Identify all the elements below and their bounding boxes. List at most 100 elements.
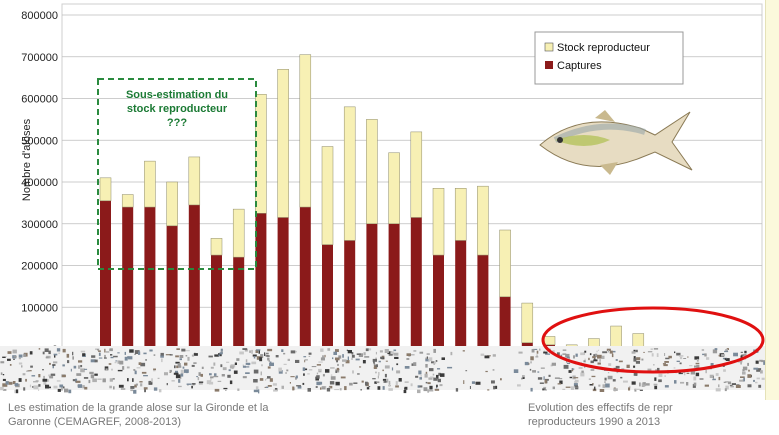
noise-pixel — [636, 357, 641, 361]
noise-pixel — [80, 365, 83, 368]
noise-pixel — [321, 386, 327, 388]
legend-label-captures: Captures — [557, 60, 602, 72]
noise-pixel — [345, 360, 350, 364]
noise-pixel — [253, 356, 256, 359]
noise-pixel — [335, 349, 339, 352]
noise-pixel — [570, 386, 575, 390]
noise-pixel — [347, 356, 349, 360]
noise-pixel — [485, 370, 488, 373]
noise-pixel — [63, 386, 65, 389]
noise-pixel — [127, 378, 129, 382]
noise-pixel — [647, 368, 652, 372]
noise-pixel — [153, 368, 156, 371]
noise-pixel — [589, 384, 594, 386]
noise-pixel — [5, 356, 7, 358]
noise-pixel — [580, 372, 585, 377]
noise-pixel — [419, 377, 422, 380]
noise-pixel — [344, 386, 347, 391]
noise-pixel — [148, 380, 152, 384]
noise-pixel — [339, 388, 342, 391]
noise-pixel — [258, 350, 260, 354]
noise-pixel — [620, 376, 623, 379]
noise-pixel — [647, 351, 653, 353]
noise-pixel — [543, 376, 545, 380]
noise-pixel — [221, 350, 223, 354]
bar-stock-reproducteur — [188, 156, 201, 206]
noise-pixel — [316, 381, 321, 386]
noise-pixel — [430, 376, 434, 378]
noise-pixel — [322, 355, 324, 359]
noise-pixel — [242, 376, 247, 379]
noise-pixel — [686, 372, 690, 374]
noise-pixel — [359, 366, 362, 368]
noise-pixel — [134, 384, 137, 388]
noise-pixel — [388, 388, 393, 391]
noise-pixel — [663, 364, 668, 367]
noise-pixel — [758, 384, 762, 388]
noise-pixel — [60, 386, 63, 391]
noise-pixel — [373, 367, 378, 369]
noise-pixel — [653, 348, 659, 350]
noise-pixel — [517, 384, 521, 387]
noise-pixel — [609, 350, 613, 354]
noise-pixel — [543, 351, 548, 354]
bar-stock-reproducteur — [610, 325, 622, 348]
noise-pixel — [83, 377, 89, 379]
noise-pixel — [692, 384, 696, 388]
noise-pixel — [217, 380, 222, 382]
bar-stock-reproducteur — [166, 181, 178, 227]
noise-pixel — [615, 365, 620, 369]
noise-pixel — [563, 364, 569, 369]
noise-pixel — [725, 349, 728, 352]
noise-pixel — [375, 371, 377, 374]
noise-pixel — [662, 363, 666, 365]
noise-pixel — [742, 354, 747, 356]
noise-pixel — [695, 372, 700, 377]
noise-pixel — [377, 375, 379, 379]
noise-pixel — [78, 365, 81, 369]
noise-pixel — [208, 355, 213, 358]
noise-pixel — [102, 378, 106, 383]
bar-captures — [366, 223, 378, 349]
noise-pixel — [214, 388, 220, 392]
noise-pixel — [264, 354, 269, 357]
noise-pixel — [351, 354, 355, 358]
noise-pixel — [385, 360, 388, 362]
noise-pixel — [265, 352, 269, 354]
noise-pixel — [437, 378, 441, 383]
noise-pixel — [160, 352, 164, 356]
noise-pixel — [558, 378, 563, 380]
noise-pixel — [143, 352, 147, 355]
bar-stock-reproducteur — [121, 194, 134, 208]
noise-pixel — [104, 354, 106, 358]
bar-captures — [211, 255, 222, 349]
noise-pixel — [439, 384, 443, 387]
bar-captures — [100, 200, 111, 349]
noise-pixel — [384, 349, 389, 353]
noise-pixel — [373, 362, 376, 366]
bar-stock-reproducteur — [299, 54, 312, 208]
noise-pixel — [220, 348, 223, 353]
noise-pixel — [544, 379, 547, 384]
noise-pixel — [221, 374, 225, 377]
noise-pixel — [308, 355, 311, 357]
noise-pixel — [658, 379, 662, 383]
noise-pixel — [130, 389, 134, 392]
noise-pixel — [742, 371, 746, 375]
noise-pixel — [193, 362, 197, 364]
bar-captures — [433, 255, 444, 349]
noise-pixel — [119, 360, 124, 365]
noise-pixel — [191, 354, 195, 357]
noise-pixel — [171, 380, 175, 382]
noise-pixel — [296, 385, 301, 387]
noise-pixel — [729, 384, 733, 387]
noise-pixel — [518, 351, 523, 354]
noise-pixel — [141, 371, 147, 374]
noise-pixel — [140, 383, 143, 387]
noise-pixel — [45, 356, 49, 359]
noise-pixel — [53, 361, 58, 364]
noise-pixel — [695, 362, 700, 365]
noise-pixel — [742, 366, 748, 371]
noise-pixel — [13, 355, 17, 358]
noise-pixel — [297, 385, 302, 389]
